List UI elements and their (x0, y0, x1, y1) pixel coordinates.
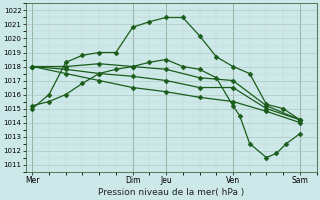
X-axis label: Pression niveau de la mer( hPa ): Pression niveau de la mer( hPa ) (98, 188, 244, 197)
